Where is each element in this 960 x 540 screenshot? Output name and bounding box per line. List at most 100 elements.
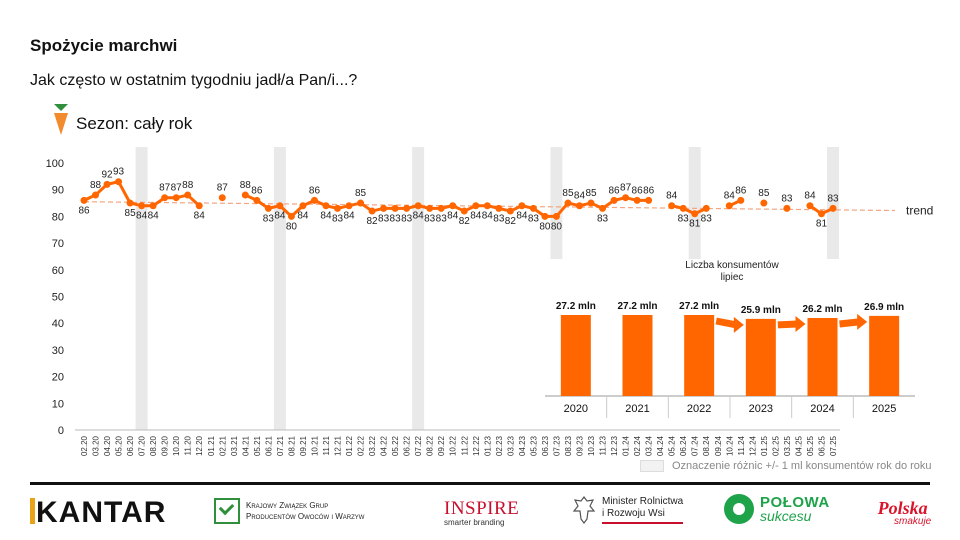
data-label: 88: [182, 180, 194, 191]
x-tick-label: 02.23: [495, 435, 504, 456]
data-point: [806, 202, 814, 210]
data-label: 84: [666, 191, 678, 202]
data-point: [587, 199, 595, 207]
data-point: [506, 207, 514, 215]
bar: [869, 315, 900, 396]
data-point: [184, 191, 192, 199]
data-point: [437, 204, 445, 212]
change-arrow: [839, 318, 860, 328]
x-tick-label: 01.22: [345, 435, 354, 456]
x-tick-label: 02.22: [357, 435, 366, 456]
data-point: [645, 196, 653, 204]
y-tick-label: 40: [52, 318, 64, 330]
data-point: [702, 204, 710, 212]
season-label: Sezon: cały rok: [76, 114, 193, 133]
data-label: 84: [482, 211, 494, 222]
x-tick-label: 03.22: [368, 435, 377, 456]
data-label: 86: [608, 185, 620, 196]
data-point: [518, 202, 526, 210]
data-label: 83: [678, 213, 690, 224]
data-label: 82: [505, 216, 517, 227]
band-legend: Oznaczenie różnic +/- 1 ml konsumentów r…: [640, 460, 932, 472]
x-tick-label: 05.20: [115, 435, 124, 456]
data-point: [449, 202, 457, 210]
x-tick-label: 02.25: [771, 435, 780, 456]
y-tick-label: 80: [52, 211, 64, 223]
x-tick-label: 12.20: [195, 435, 204, 456]
data-label: 84: [320, 211, 332, 222]
data-point: [149, 202, 157, 210]
data-point: [310, 196, 318, 204]
x-tick-label: 01.25: [760, 435, 769, 456]
data-point: [552, 212, 560, 220]
bar: [745, 318, 776, 396]
data-point: [126, 199, 134, 207]
data-point: [737, 196, 745, 204]
x-tick-label: 12.24: [748, 435, 757, 456]
data-point: [172, 194, 180, 202]
data-point: [276, 202, 284, 210]
x-tick-label: 09.23: [575, 435, 584, 456]
bar-category-label: 2024: [810, 403, 834, 415]
highlight-band: [688, 147, 701, 259]
data-label: 83: [390, 213, 402, 224]
data-label: 84: [724, 191, 736, 202]
data-label: 84: [413, 211, 425, 222]
x-tick-label: 01.21: [207, 435, 216, 456]
data-point: [138, 202, 146, 210]
data-point: [679, 204, 687, 212]
bar-category-label: 2025: [872, 403, 896, 415]
data-point: [299, 202, 307, 210]
data-point: [195, 202, 203, 210]
data-label: 83: [701, 213, 713, 224]
x-tick-label: 03.23: [506, 435, 515, 456]
x-tick-label: 05.21: [253, 435, 262, 456]
x-tick-label: 04.24: [656, 435, 665, 456]
eagle-icon: [572, 496, 596, 524]
data-label: 84: [297, 211, 309, 222]
data-point: [633, 196, 641, 204]
data-point: [368, 207, 376, 215]
bar-category-label: 2022: [687, 403, 711, 415]
data-point: [322, 202, 330, 210]
data-label: 83: [597, 213, 609, 224]
data-label: 83: [378, 213, 390, 224]
bar-category-label: 2023: [749, 403, 773, 415]
x-tick-label: 05.24: [668, 435, 677, 456]
chart-title: Spożycie marchwi: [30, 36, 178, 55]
x-tick-label: 10.23: [587, 435, 596, 456]
kantar-logo: KANTAR: [30, 496, 166, 530]
data-point: [529, 204, 537, 212]
x-tick-label: 12.23: [610, 435, 619, 456]
data-point: [829, 204, 837, 212]
band-legend-text: Oznaczenie różnic +/- 1 ml konsumentów r…: [672, 460, 932, 472]
x-tick-label: 04.25: [794, 435, 803, 456]
bar-chart-title-line1: Liczba konsumentów: [685, 260, 779, 271]
bar: [560, 315, 591, 396]
x-tick-label: 07.23: [552, 435, 561, 456]
y-tick-label: 10: [52, 398, 64, 410]
x-tick-label: 08.20: [149, 435, 158, 456]
inspire-logo: INSPIRE smarter branding: [444, 498, 520, 527]
x-tick-label: 07.24: [691, 435, 700, 456]
highlight-band: [827, 147, 839, 259]
trend-label: trend: [906, 204, 933, 218]
data-label: 92: [101, 169, 113, 180]
data-label: 83: [827, 193, 839, 204]
polowa-circle-icon: [724, 494, 754, 524]
data-point: [403, 204, 411, 212]
data-point: [357, 199, 365, 207]
highlight-band: [135, 147, 148, 430]
carrot-icon: [54, 104, 68, 135]
data-point: [541, 212, 549, 220]
polowa-sukcesu-logo: POŁOWA sukcesu: [724, 494, 830, 524]
data-label: 87: [159, 183, 171, 194]
data-label: 85: [355, 188, 367, 199]
kzg-logo: Krajowy Związek Grup Producentów Owoców …: [214, 498, 364, 524]
data-point: [253, 196, 261, 204]
data-point: [92, 191, 100, 199]
bar: [622, 315, 653, 396]
x-tick-label: 07.22: [414, 435, 423, 456]
data-label: 81: [816, 219, 828, 230]
x-tick-label: 02.24: [633, 435, 642, 456]
